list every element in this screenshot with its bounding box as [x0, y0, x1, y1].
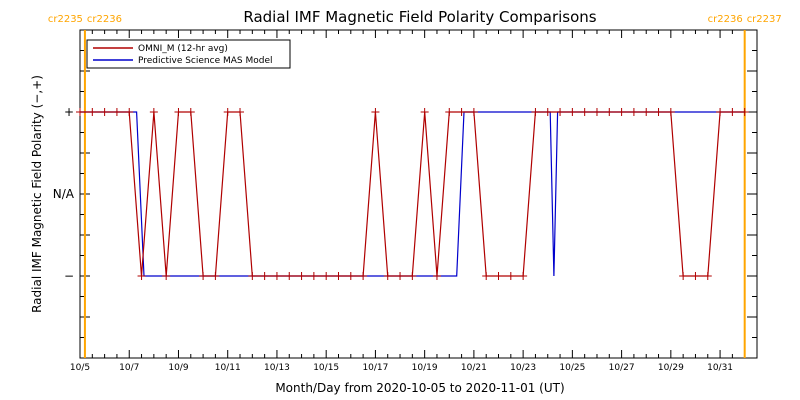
- omni-data-point: [543, 108, 552, 116]
- y-tick-label: +: [64, 105, 74, 119]
- omni-data-point: [248, 272, 257, 280]
- omni-data-point: [531, 108, 540, 116]
- omni-data-point: [716, 108, 725, 116]
- x-tick-label: 10/5: [70, 363, 90, 373]
- mas-series-line: [80, 111, 745, 277]
- omni-data-point: [469, 108, 478, 116]
- x-tick-label: 10/13: [264, 363, 290, 373]
- omni-data-point: [371, 108, 380, 116]
- omni-data-point: [125, 108, 134, 116]
- x-tick-label: 10/27: [609, 363, 635, 373]
- omni-data-point: [494, 272, 503, 280]
- omni-data-point: [236, 108, 245, 116]
- omni-data-point: [285, 272, 294, 280]
- omni-data-point: [272, 272, 281, 280]
- omni-data-point: [740, 108, 749, 116]
- omni-data-point: [149, 108, 158, 116]
- omni-data-point: [174, 108, 183, 116]
- x-tick-label: 10/21: [461, 363, 487, 373]
- omni-data-point: [112, 108, 121, 116]
- omni-data-point: [691, 272, 700, 280]
- omni-data-point: [654, 108, 663, 116]
- omni-data-point: [137, 272, 146, 280]
- y-axis-label: Radial IMF Magnetic Field Polarity (−,+): [30, 75, 44, 313]
- omni-data-point: [408, 272, 417, 280]
- x-tick-label: 10/19: [412, 363, 438, 373]
- omni-data-point: [445, 108, 454, 116]
- omni-data-point: [556, 108, 565, 116]
- x-tick-label: 10/9: [168, 363, 188, 373]
- omni-data-point: [679, 272, 688, 280]
- omni-data-point: [383, 272, 392, 280]
- omni-data-point: [605, 108, 614, 116]
- x-tick-label: 10/29: [658, 363, 684, 373]
- x-tick-label: 10/11: [215, 363, 241, 373]
- omni-data-point: [642, 108, 651, 116]
- omni-data-point: [309, 272, 318, 280]
- omni-data-point: [568, 108, 577, 116]
- omni-data-point: [359, 272, 368, 280]
- omni-data-point: [211, 272, 220, 280]
- carrington-label: cr2236: [708, 14, 743, 25]
- legend-omni-label: OMNI_M (12-hr avg): [138, 44, 228, 54]
- omni-data-point: [420, 108, 429, 116]
- omni-data-point: [728, 108, 737, 116]
- omni-data-point: [76, 108, 84, 116]
- omni-data-point: [629, 108, 638, 116]
- x-tick-labels: 10/5 10/7 10/9 10/11 10/13 10/15 10/17 10/19 10/…: [70, 363, 733, 373]
- omni-data-point: [592, 108, 601, 116]
- y-tick-label: −: [64, 269, 74, 283]
- carrington-label: cr2235: [48, 14, 83, 25]
- x-tick-label: 10/25: [559, 363, 585, 373]
- omni-data-point: [703, 272, 712, 280]
- omni-data-point: [260, 272, 269, 280]
- omni-data-point: [666, 108, 675, 116]
- omni-data-point: [580, 108, 589, 116]
- x-tick-label: 10/23: [510, 363, 536, 373]
- omni-data-point: [617, 108, 626, 116]
- x-tick-label: 10/7: [119, 363, 139, 373]
- carrington-markers: cr2235 cr2236 cr2236 cr2237: [48, 14, 782, 358]
- x-tick-label: 10/17: [362, 363, 388, 373]
- omni-data-point: [223, 108, 232, 116]
- omni-data-point: [199, 272, 208, 280]
- carrington-label: cr2237: [747, 14, 782, 25]
- omni-data-point: [88, 108, 97, 116]
- omni-data-point: [334, 272, 343, 280]
- chart-title: Radial IMF Magnetic Field Polarity Compa…: [243, 8, 596, 26]
- legend: OMNI_M (12-hr avg) Predictive Science MA…: [86, 39, 291, 69]
- carrington-label: cr2236: [87, 14, 122, 25]
- x-tick-label: 10/31: [707, 363, 733, 373]
- omni-data-point: [162, 272, 171, 280]
- omni-data-point: [100, 108, 109, 116]
- omni-data-point: [457, 108, 466, 116]
- omni-data-point: [432, 272, 441, 280]
- series-layer: [76, 108, 749, 280]
- omni-data-point: [297, 272, 306, 280]
- omni-series-line: [80, 111, 745, 277]
- legend-box: [86, 39, 291, 69]
- omni-data-point: [322, 272, 331, 280]
- y-tick-label: N/A: [53, 187, 75, 201]
- x-tick-label: 10/15: [313, 363, 339, 373]
- y-tick-labels: + N/A −: [53, 105, 75, 283]
- legend-mas-label: Predictive Science MAS Model: [138, 56, 273, 66]
- omni-data-point: [396, 272, 405, 280]
- x-axis-label: Month/Day from 2020-10-05 to 2020-11-01 …: [275, 381, 564, 395]
- omni-data-point: [506, 272, 515, 280]
- omni-data-point: [346, 272, 355, 280]
- omni-data-point: [186, 108, 195, 116]
- omni-data-point: [519, 272, 528, 280]
- omni-data-point: [482, 272, 491, 280]
